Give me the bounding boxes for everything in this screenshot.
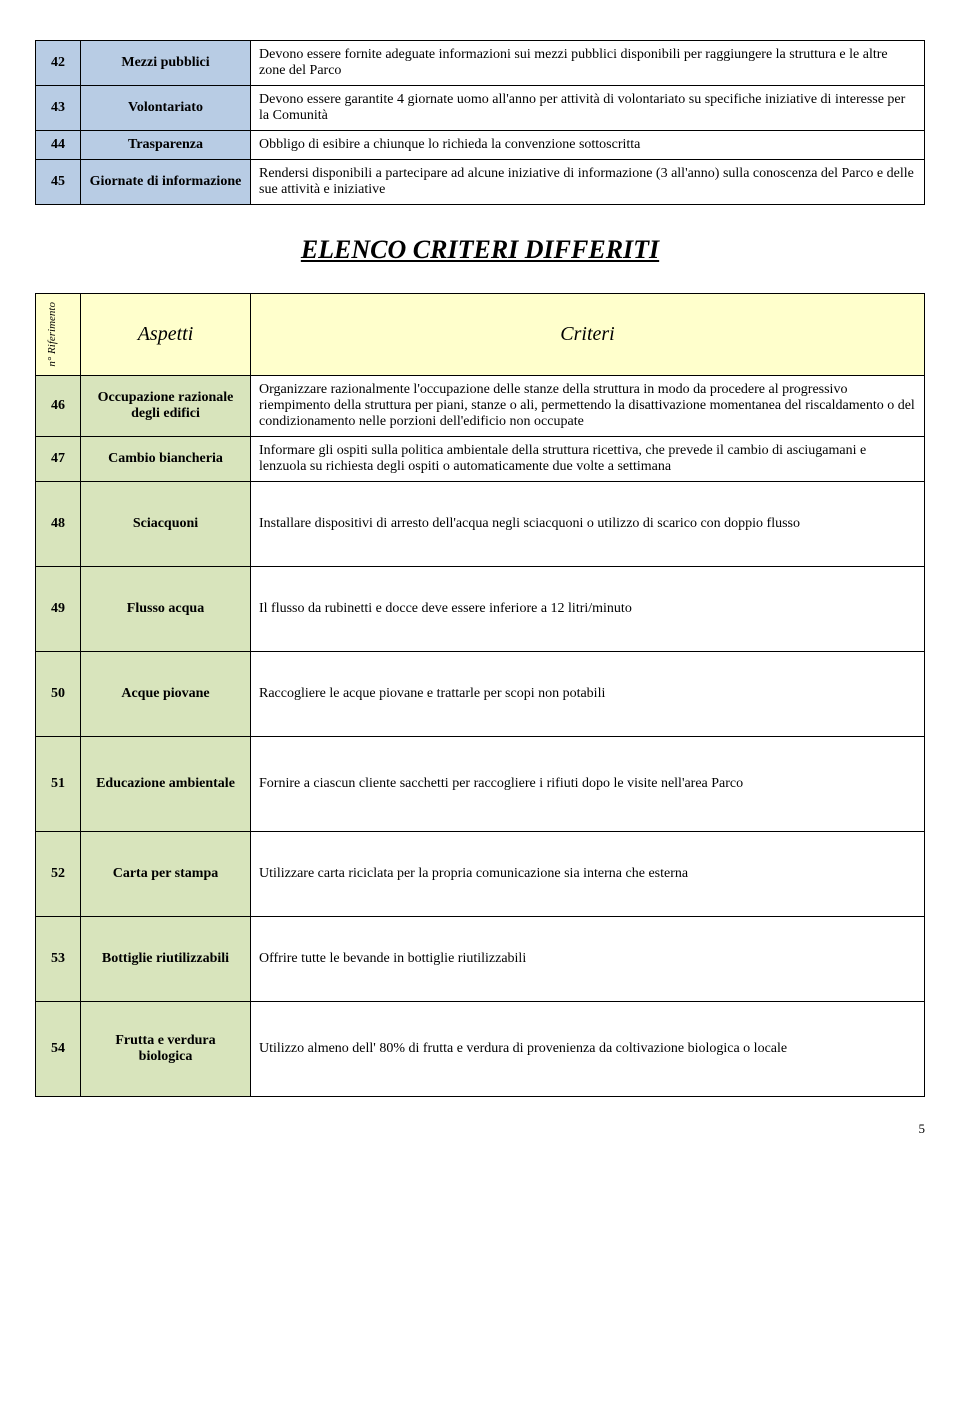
row-aspect: Carta per stampa: [81, 831, 251, 916]
row-number: 48: [36, 481, 81, 566]
row-criteria: Rendersi disponibili a partecipare ad al…: [251, 160, 925, 205]
table-header-row: n° Riferimento Aspetti Criteri: [36, 294, 925, 376]
row-number: 42: [36, 41, 81, 86]
row-number: 50: [36, 651, 81, 736]
table-row: 51 Educazione ambientale Fornire a ciasc…: [36, 736, 925, 831]
row-criteria: Informare gli ospiti sulla politica ambi…: [251, 436, 925, 481]
row-aspect: Acque piovane: [81, 651, 251, 736]
table-row: 44 Trasparenza Obbligo di esibire a chiu…: [36, 131, 925, 160]
table-row: 49 Flusso acqua Il flusso da rubinetti e…: [36, 566, 925, 651]
ref-header: n° Riferimento: [36, 294, 81, 376]
row-criteria: Fornire a ciascun cliente sacchetti per …: [251, 736, 925, 831]
row-number: 44: [36, 131, 81, 160]
row-aspect: Trasparenza: [81, 131, 251, 160]
row-aspect: Volontariato: [81, 86, 251, 131]
row-aspect: Bottiglie riutilizzabili: [81, 916, 251, 1001]
table-row: 48 Sciacquoni Installare dispositivi di …: [36, 481, 925, 566]
table-row: 45 Giornate di informazione Rendersi dis…: [36, 160, 925, 205]
criteria-header: Criteri: [251, 294, 925, 376]
row-number: 46: [36, 375, 81, 436]
table-row: 53 Bottiglie riutilizzabili Offrire tutt…: [36, 916, 925, 1001]
row-number: 49: [36, 566, 81, 651]
table-row: 52 Carta per stampa Utilizzare carta ric…: [36, 831, 925, 916]
row-criteria: Installare dispositivi di arresto dell'a…: [251, 481, 925, 566]
row-aspect: Mezzi pubblici: [81, 41, 251, 86]
row-aspect: Sciacquoni: [81, 481, 251, 566]
row-criteria: Offrire tutte le bevande in bottiglie ri…: [251, 916, 925, 1001]
row-criteria: Utilizzare carta riciclata per la propri…: [251, 831, 925, 916]
section-title: ELENCO CRITERI DIFFERITI: [35, 235, 925, 265]
row-aspect: Educazione ambientale: [81, 736, 251, 831]
row-number: 52: [36, 831, 81, 916]
row-criteria: Il flusso da rubinetti e docce deve esse…: [251, 566, 925, 651]
row-number: 54: [36, 1001, 81, 1096]
row-aspect: Frutta e verdura biologica: [81, 1001, 251, 1096]
table-row: 50 Acque piovane Raccogliere le acque pi…: [36, 651, 925, 736]
table-row: 46 Occupazione razionale degli edifici O…: [36, 375, 925, 436]
criteria-table-1: 42 Mezzi pubblici Devono essere fornite …: [35, 40, 925, 205]
criteria-table-2: n° Riferimento Aspetti Criteri 46 Occupa…: [35, 293, 925, 1097]
row-aspect: Occupazione razionale degli edifici: [81, 375, 251, 436]
row-criteria: Obbligo di esibire a chiunque lo richied…: [251, 131, 925, 160]
row-aspect: Giornate di informazione: [81, 160, 251, 205]
row-aspect: Flusso acqua: [81, 566, 251, 651]
aspect-header: Aspetti: [81, 294, 251, 376]
row-number: 47: [36, 436, 81, 481]
row-criteria: Devono essere fornite adeguate informazi…: [251, 41, 925, 86]
row-number: 45: [36, 160, 81, 205]
row-criteria: Devono essere garantite 4 giornate uomo …: [251, 86, 925, 131]
table-row: 47 Cambio biancheria Informare gli ospit…: [36, 436, 925, 481]
table-row: 54 Frutta e verdura biologica Utilizzo a…: [36, 1001, 925, 1096]
row-number: 51: [36, 736, 81, 831]
row-criteria: Organizzare razionalmente l'occupazione …: [251, 375, 925, 436]
row-criteria: Raccogliere le acque piovane e trattarle…: [251, 651, 925, 736]
table-row: 43 Volontariato Devono essere garantite …: [36, 86, 925, 131]
row-number: 53: [36, 916, 81, 1001]
row-aspect: Cambio biancheria: [81, 436, 251, 481]
table-row: 42 Mezzi pubblici Devono essere fornite …: [36, 41, 925, 86]
page-number: 5: [35, 1121, 925, 1137]
row-criteria: Utilizzo almeno dell' 80% di frutta e ve…: [251, 1001, 925, 1096]
row-number: 43: [36, 86, 81, 131]
